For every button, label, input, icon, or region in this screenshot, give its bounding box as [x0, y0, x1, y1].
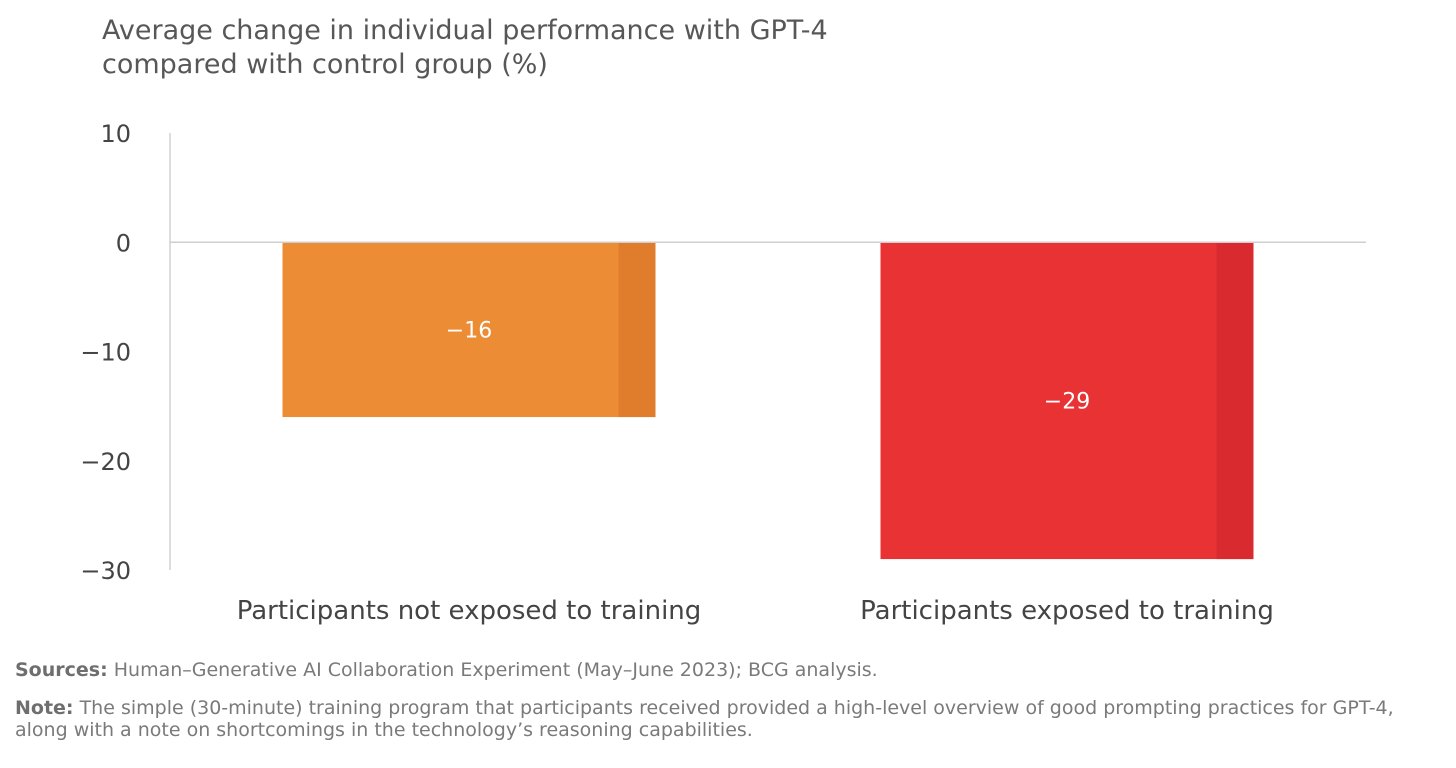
data-label: −29 [1044, 390, 1090, 415]
x-axis-labels: Participants not exposed to training Part… [237, 596, 1274, 626]
note-text: The simple (30-minute) training program … [15, 697, 1394, 741]
chart-title-line-1: Average change in individual performance… [102, 15, 828, 46]
training-note: Note: The simple (30-minute) training pr… [15, 697, 1435, 741]
sources-text: Human–Generative AI Collaboration Experi… [107, 659, 878, 681]
data-label: −16 [446, 319, 492, 344]
bar-shade [618, 242, 656, 418]
y-axis: 10 0 −10 −20 −30 [80, 120, 171, 585]
category-label: Participants not exposed to training [237, 596, 702, 626]
sources-note: Sources: Human–Generative AI Collaborati… [15, 659, 1435, 681]
chart-title: Average change in individual performance… [102, 14, 1002, 82]
bar [282, 242, 656, 418]
bar-chart: 10 0 −10 −20 −30 −16 −29 Participants not exp… [80, 120, 1366, 626]
y-tick-label: −10 [80, 339, 131, 367]
y-tick-label: −30 [80, 557, 131, 585]
bar [880, 242, 1254, 560]
note-label: Note: [15, 697, 74, 719]
y-tick-label: 0 [116, 229, 131, 257]
bars [282, 242, 1254, 560]
sources-label: Sources: [15, 659, 108, 681]
y-tick-label: −20 [80, 448, 131, 476]
data-labels: −16 −29 [446, 319, 1090, 415]
bar-shade [1216, 242, 1254, 560]
chart-title-line-2: compared with control group (%) [102, 49, 548, 80]
y-tick-label: 10 [100, 120, 131, 148]
category-label: Participants exposed to training [860, 596, 1274, 626]
